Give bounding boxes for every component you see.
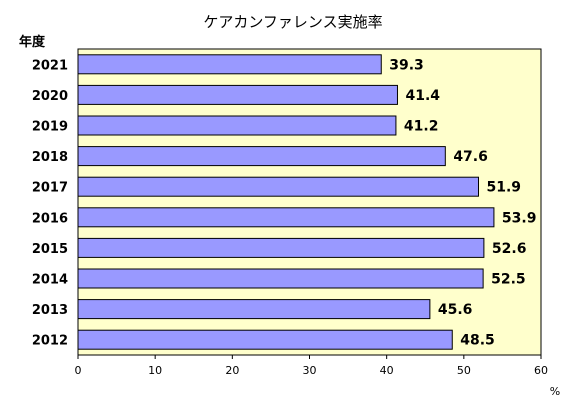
data-label-2014: 52.5 (491, 272, 526, 288)
data-label-2013: 45.6 (438, 302, 473, 318)
tick-labels: 2021 2020 2019 2018 2017 2016 2015 2014 2013 2012… (32, 58, 548, 377)
data-label-2020: 41.4 (405, 88, 440, 104)
data-labels: 39.3 41.4 41.2 47.6 51.9 53.9 52.6 52.5 45.6 48.5 (389, 57, 536, 348)
bar-2016 (77, 207, 495, 228)
x-tick-label-40: 40 (380, 364, 394, 377)
x-tick-label-50: 50 (457, 364, 471, 377)
y-tick-label-2018: 2018 (32, 150, 68, 165)
y-axis-label: 年度 (19, 34, 46, 50)
x-tick-label-30: 30 (303, 364, 317, 377)
chart-title: ケアカンファレンス実施率 (203, 13, 382, 31)
bar-2020 (77, 84, 398, 105)
y-tick-label-2019: 2019 (32, 120, 68, 135)
y-tick-label-2013: 2013 (32, 303, 68, 318)
x-tick-label-0: 0 (75, 364, 82, 377)
y-tick-label-2021: 2021 (32, 58, 68, 73)
y-tick-label-2014: 2014 (32, 273, 68, 288)
bar-2012 (77, 329, 453, 350)
bar-2018 (77, 146, 446, 167)
bar-2017 (77, 176, 479, 197)
data-label-2016: 53.9 (502, 210, 537, 226)
data-label-2017: 51.9 (486, 180, 521, 196)
bar-2013 (77, 299, 431, 320)
bar-2021 (77, 54, 382, 75)
bar-2014 (77, 268, 484, 289)
x-tick-label-10: 10 (148, 364, 162, 377)
data-label-2015: 52.6 (492, 241, 527, 257)
x-tick-label-60: 60 (534, 364, 548, 377)
data-label-2019: 41.2 (404, 119, 439, 135)
bars (77, 54, 495, 350)
data-label-2012: 48.5 (460, 333, 495, 349)
y-tick-label-2015: 2015 (32, 242, 68, 257)
y-tick-label-2017: 2017 (32, 181, 68, 196)
x-tick-label-20: 20 (225, 364, 239, 377)
bar-2015 (77, 237, 485, 258)
x-unit-label: % (550, 385, 560, 398)
y-tick-label-2016: 2016 (32, 211, 68, 226)
data-label-2021: 39.3 (389, 57, 424, 73)
bar-2019 (77, 115, 397, 136)
data-label-2018: 47.6 (453, 149, 488, 165)
y-tick-label-2012: 2012 (32, 334, 68, 349)
y-tick-label-2020: 2020 (32, 89, 68, 104)
